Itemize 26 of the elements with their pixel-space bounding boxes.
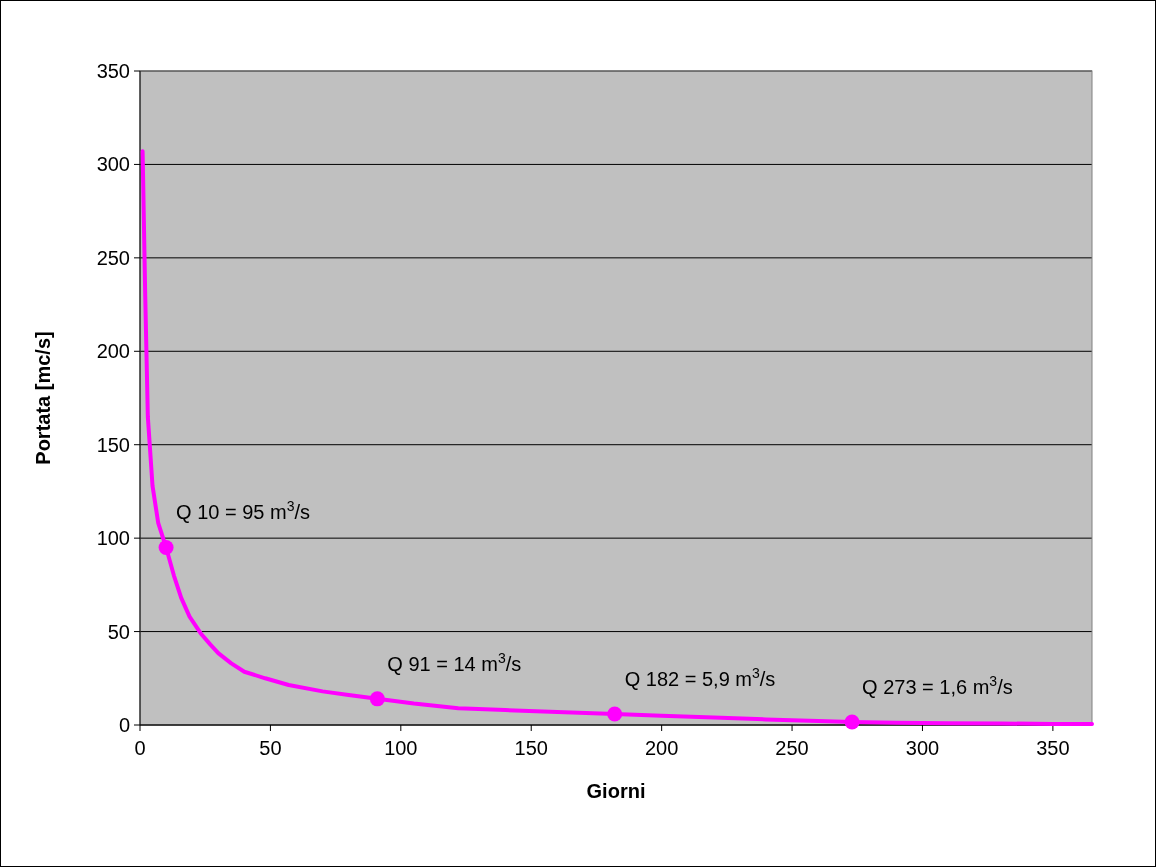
x-tick-label: 250 [775, 737, 809, 759]
point [158, 539, 174, 555]
point [844, 714, 860, 730]
annotation: Q 91 = 14 m$^{3}$/s [387, 649, 522, 675]
x-tick-label: 150 [514, 737, 548, 759]
x-tick-label: 0 [134, 737, 146, 759]
x-tick-label: 50 [259, 737, 282, 759]
annotation: Q 182 = 5,9 m$^{3}$/s [624, 664, 776, 690]
x-tick-label: 300 [905, 737, 940, 759]
x-tick-label: 200 [644, 737, 679, 759]
point [369, 691, 385, 707]
y-tick-label: 50 [107, 620, 130, 643]
y-axis-title: Portata [mc/s] [32, 331, 54, 465]
x-tick-label: 100 [384, 737, 418, 759]
annotation: Q 273 = 1,6 m$^{3}$/s [862, 673, 1013, 699]
y-tick-label: 0 [118, 714, 130, 736]
y-tick-label: 300 [96, 153, 130, 176]
y-tick-label: 250 [96, 246, 130, 269]
annotation: Q 10 = 95 m$^{3}$/s [176, 498, 311, 524]
y-tick-label: 100 [96, 527, 130, 550]
x-axis-title: Giorni [586, 780, 646, 802]
y-tick-label: 200 [96, 340, 130, 363]
y-tick-label: 350 [96, 60, 130, 82]
point [607, 706, 623, 722]
y-tick-label: 150 [96, 433, 130, 456]
x-tick-label: 350 [1036, 737, 1070, 759]
